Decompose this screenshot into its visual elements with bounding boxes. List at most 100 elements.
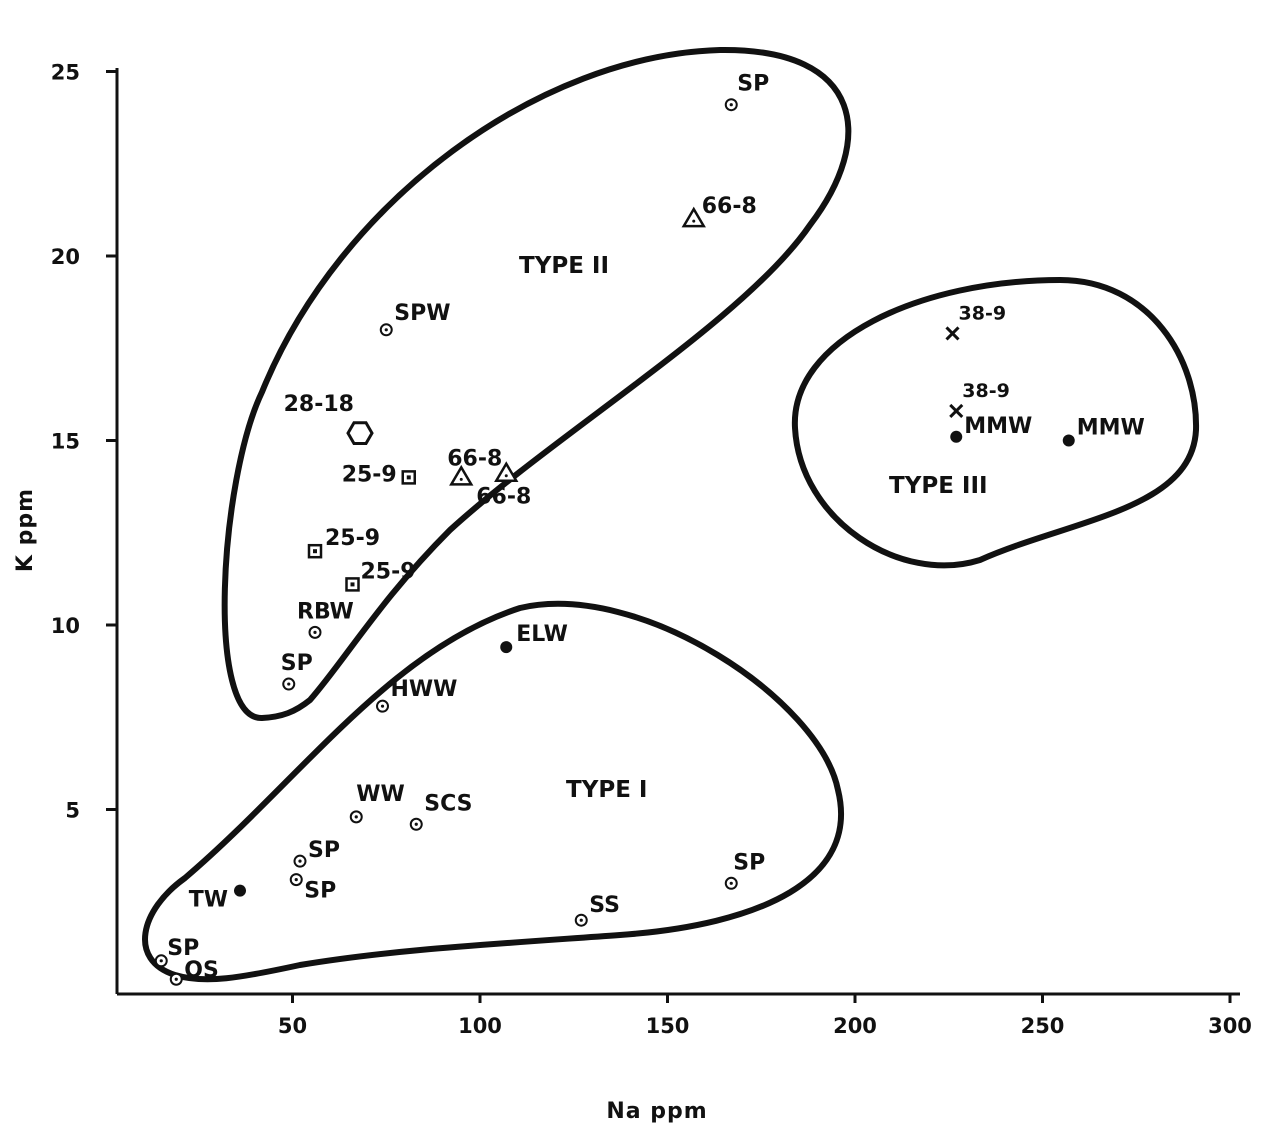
point-label: SP xyxy=(304,879,336,904)
point-marker-center xyxy=(350,582,355,587)
point-label: SP xyxy=(281,651,313,676)
point-label: SP xyxy=(733,850,765,875)
point-marker xyxy=(234,884,246,897)
data-point: 25-9 xyxy=(307,526,380,559)
region-label-type-iii: TYPE III xyxy=(889,473,988,499)
x-tick-label: 200 xyxy=(833,1014,877,1038)
data-point: RBW xyxy=(297,599,354,639)
data-points: SP 66-8 SPW 28-18 25-9 66-8 66-8 25-9 25-9 RBW SP E… xyxy=(154,72,1145,986)
x-tick-label: 150 xyxy=(646,1014,690,1038)
point-marker-center xyxy=(729,881,733,885)
point-label: HWW xyxy=(391,677,458,702)
point-label: 38-9 xyxy=(962,380,1010,402)
y-tick-label: 15 xyxy=(51,430,80,454)
point-marker xyxy=(945,326,960,341)
data-point: SP xyxy=(293,838,340,868)
region-type-iii-outline xyxy=(791,277,1200,569)
point-marker-center xyxy=(504,474,508,478)
point-label: OS xyxy=(184,958,219,983)
point-label: MMW xyxy=(1077,416,1145,441)
point-marker xyxy=(949,403,964,419)
x-tick-label: 100 xyxy=(458,1014,502,1038)
point-marker xyxy=(500,641,513,654)
point-label: SP xyxy=(737,72,769,97)
data-point: TW xyxy=(189,884,246,913)
point-label: 66-8 xyxy=(476,485,531,510)
point-label: 38-9 xyxy=(959,302,1007,324)
point-marker-center xyxy=(380,704,385,708)
data-point: SP xyxy=(154,936,199,968)
region-type-ii-outline xyxy=(221,46,852,722)
data-point: SPW xyxy=(379,301,451,337)
point-marker-center xyxy=(459,477,463,481)
x-tick-label: 250 xyxy=(1021,1014,1065,1038)
region-label-type-ii: TYPE II xyxy=(519,253,609,279)
data-point: 38-9 xyxy=(949,380,1010,419)
point-marker-center xyxy=(298,859,302,863)
point-marker-center xyxy=(579,918,583,922)
x-axis-title: Na ppm xyxy=(606,1099,707,1124)
x-tick-label: 50 xyxy=(278,1014,307,1038)
point-label: 25-9 xyxy=(325,526,380,551)
point-marker-center xyxy=(414,822,418,826)
data-point: MMW xyxy=(1062,416,1145,447)
data-point: SP xyxy=(281,651,313,691)
point-marker-center xyxy=(692,219,696,223)
point-marker xyxy=(950,430,963,443)
data-point: 66-8 xyxy=(447,446,502,486)
data-point: WW xyxy=(349,782,405,824)
data-point: SP xyxy=(289,873,336,904)
point-label: 66-8 xyxy=(447,446,502,471)
data-point: OS xyxy=(169,958,219,986)
data-point: 25-9 xyxy=(345,559,416,592)
point-label: SP xyxy=(308,838,340,863)
point-marker-center xyxy=(729,103,733,107)
point-label: ELW xyxy=(516,622,568,647)
point-marker-center xyxy=(313,630,317,634)
point-marker-center xyxy=(354,815,358,819)
data-point: 66-8 xyxy=(476,461,531,510)
point-marker xyxy=(449,464,474,486)
point-label: SS xyxy=(589,893,620,918)
point-marker xyxy=(494,461,519,482)
y-axis-title: K ppm xyxy=(13,488,38,572)
y-tick-label: 5 xyxy=(65,799,80,823)
x-tick-label: 300 xyxy=(1208,1014,1252,1038)
region-label-type-i: TYPE I xyxy=(566,777,647,803)
point-label: MMW xyxy=(964,414,1032,439)
point-marker-center xyxy=(406,475,411,480)
axis-ticks: 50 100 150 200 250 300 5 10 15 20 25 xyxy=(51,61,1252,1039)
data-point: ELW xyxy=(500,622,568,654)
point-marker xyxy=(346,421,374,445)
point-marker-center xyxy=(313,549,317,554)
data-point: 66-8 xyxy=(681,194,757,228)
data-point: SP xyxy=(724,850,765,890)
point-label: 25-9 xyxy=(361,559,416,584)
data-point: 25-9 xyxy=(342,462,416,487)
point-label: 25-9 xyxy=(342,462,397,487)
point-marker-center xyxy=(159,959,163,963)
point-label: SPW xyxy=(394,301,450,326)
point-marker-center xyxy=(287,682,291,686)
data-point: SCS xyxy=(409,791,473,831)
point-marker-center xyxy=(384,328,388,332)
point-label: 28-18 xyxy=(284,392,354,417)
point-label: WW xyxy=(356,782,405,807)
y-tick-label: 20 xyxy=(51,245,80,269)
point-marker-center xyxy=(174,977,178,981)
point-label: 66-8 xyxy=(702,194,757,219)
data-point: 38-9 xyxy=(945,302,1007,341)
point-marker xyxy=(1062,434,1075,447)
data-point: SS xyxy=(574,893,620,927)
y-tick-label: 10 xyxy=(51,614,80,638)
region-type-i-outline xyxy=(142,600,844,983)
point-label: SP xyxy=(167,936,199,961)
y-tick-label: 25 xyxy=(51,61,80,85)
data-point: HWW xyxy=(376,677,458,713)
point-label: RBW xyxy=(297,599,354,624)
data-point: 28-18 xyxy=(284,392,374,445)
point-marker-center xyxy=(294,878,298,882)
data-point: MMW xyxy=(950,414,1032,443)
data-point: SP xyxy=(724,72,769,112)
point-label: SCS xyxy=(424,791,472,816)
